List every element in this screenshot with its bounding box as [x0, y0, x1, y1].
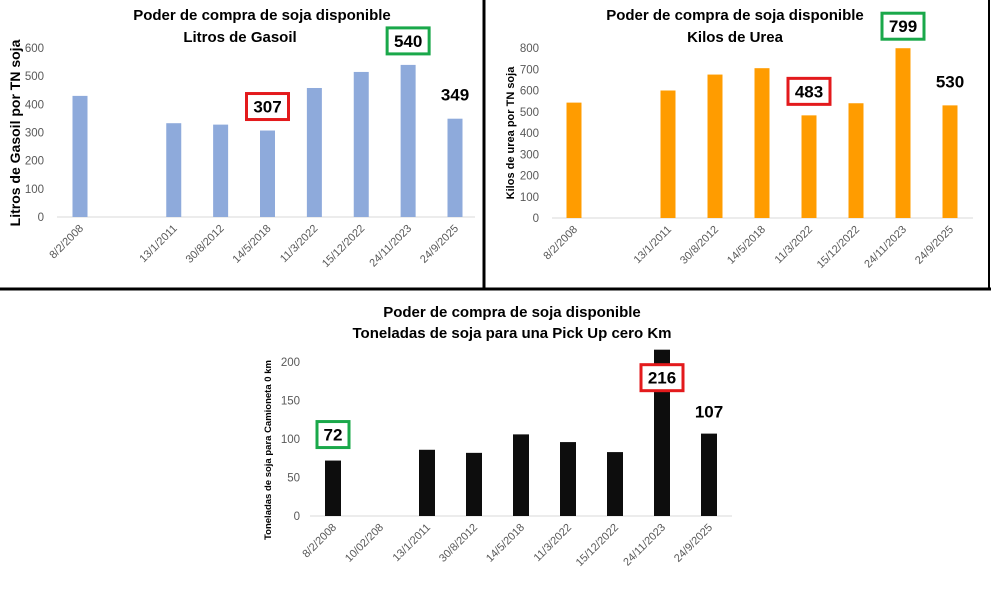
y-axis-label: Toneladas de soja para Camioneta 0 km: [263, 360, 274, 540]
bar-13/1/2011: [419, 449, 435, 516]
bar-30/8/2012: [707, 74, 723, 218]
bar-30/8/2012: [466, 452, 482, 516]
y-tick-label: 200: [520, 171, 539, 183]
bar-24/9/2025: [447, 118, 463, 217]
y-tick-label: 0: [38, 212, 44, 224]
data-label: 216: [648, 369, 676, 388]
bar-8/2/2008: [325, 460, 341, 516]
data-label: 799: [889, 17, 917, 36]
callout-box: [639, 363, 685, 393]
bar-11/3/2022: [306, 87, 322, 217]
y-tick-label: 500: [520, 107, 539, 119]
bar-15/12/2022: [848, 103, 864, 218]
chart-kilos-urea: Poder de compra de soja disponible Kilos…: [505, 7, 973, 271]
data-label: 530: [936, 72, 964, 91]
y-axis-label: Kilos de urea por TN soja: [505, 66, 517, 200]
bar-8/2/2008: [566, 102, 582, 218]
bar-13/1/2011: [660, 90, 676, 218]
bar-13/1/2011: [166, 123, 182, 217]
data-label: 349: [441, 86, 469, 105]
bar-11/3/2022: [801, 115, 817, 218]
chart-title: Poder de compra de soja disponible: [606, 7, 864, 24]
data-label: 540: [394, 32, 422, 51]
y-tick-label: 700: [520, 64, 539, 76]
y-tick-label: 200: [25, 156, 44, 168]
bar-14/5/2018: [260, 130, 275, 217]
data-label: 107: [695, 403, 723, 422]
chart-title: Poder de compra de soja disponible: [133, 7, 391, 24]
y-tick-label: 600: [25, 43, 44, 55]
y-tick-label: 100: [25, 184, 44, 196]
y-tick-label: 500: [25, 71, 44, 83]
y-axis-label: Litros de Gasoil por TN soja: [7, 39, 23, 226]
y-tick-label: 400: [520, 128, 539, 140]
bar-24/9/2025: [942, 105, 958, 218]
bar-15/12/2022: [607, 452, 623, 516]
y-tick-label: 300: [25, 128, 44, 140]
callout-box: [880, 11, 926, 41]
chart-subtitle: Kilos de Urea: [687, 29, 784, 46]
y-tick-label: 200: [281, 357, 300, 369]
bar-24/11/2023: [400, 64, 416, 218]
data-label: 307: [253, 98, 281, 117]
bar-14/5/2018: [513, 434, 529, 516]
y-tick-label: 800: [520, 43, 539, 55]
bar-14/5/2018: [754, 68, 770, 218]
y-tick-label: 0: [533, 213, 539, 225]
y-tick-label: 50: [287, 473, 300, 485]
data-label: 72: [324, 426, 343, 445]
y-tick-label: 0: [294, 511, 300, 523]
chart-title: Poder de compra de soja disponible: [383, 304, 641, 321]
y-tick-label: 100: [520, 192, 539, 204]
y-tick-label: 600: [520, 86, 539, 98]
bar-11/3/2022: [560, 442, 576, 516]
callout-box: [786, 76, 832, 106]
y-tick-label: 300: [520, 149, 539, 161]
callout-box: [315, 420, 351, 450]
callout-box: [385, 26, 431, 56]
bar-24/11/2023: [895, 48, 911, 219]
chart-subtitle: Toneladas de soja para una Pick Up cero …: [353, 325, 672, 342]
bar-8/2/2008: [72, 95, 88, 217]
bar-15/12/2022: [353, 71, 369, 217]
bar-24/9/2025: [701, 433, 717, 516]
chart-subtitle: Litros de Gasoil: [183, 29, 296, 46]
data-label: 483: [795, 82, 823, 101]
y-tick-label: 400: [25, 99, 44, 111]
bar-30/8/2012: [213, 124, 229, 217]
callout-box: [245, 92, 290, 122]
y-tick-label: 150: [281, 396, 300, 408]
y-tick-label: 100: [281, 434, 300, 446]
